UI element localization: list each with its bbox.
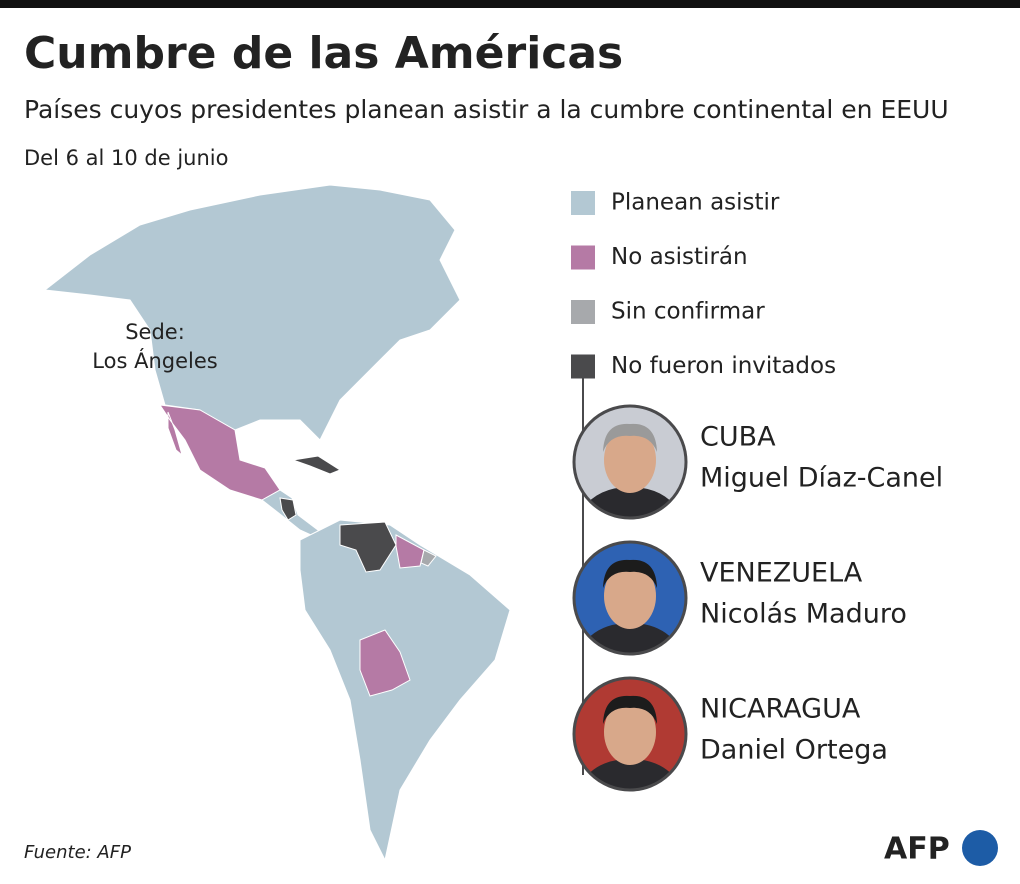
legend-label: No asistirán bbox=[611, 244, 748, 270]
leader-country: CUBA bbox=[700, 422, 776, 453]
map: Sede: Los Ángeles bbox=[43, 184, 511, 862]
leader-name: Miguel Díaz-Canel bbox=[700, 463, 943, 494]
south-america bbox=[299, 519, 511, 862]
subtitle: Países cuyos presidentes planean asistir… bbox=[24, 95, 949, 124]
leader-name: Nicolás Maduro bbox=[700, 599, 907, 630]
guyana-suriname bbox=[395, 534, 425, 569]
leader-name: Daniel Ortega bbox=[700, 735, 888, 766]
portrait-hair bbox=[603, 559, 657, 588]
logo-text: AFP bbox=[884, 832, 950, 867]
source: Fuente: AFP bbox=[24, 842, 131, 863]
legend-swatch bbox=[571, 354, 595, 379]
bolivia bbox=[359, 629, 411, 697]
legend-label: No fueron invitados bbox=[611, 353, 836, 379]
portrait-face bbox=[604, 427, 656, 493]
portrait bbox=[574, 542, 686, 654]
host-city: Los Ángeles bbox=[92, 348, 217, 373]
nicaragua bbox=[279, 497, 297, 521]
legend-swatch bbox=[571, 191, 595, 215]
legend-label: Planean asistir bbox=[611, 190, 780, 216]
portrait-border bbox=[572, 404, 688, 520]
leader-country: NICARAGUA bbox=[700, 694, 861, 725]
logo-circle bbox=[962, 830, 998, 866]
portrait bbox=[574, 406, 686, 518]
venezuela bbox=[339, 521, 397, 573]
portrait-face bbox=[604, 699, 656, 765]
date: Del 6 al 10 de junio bbox=[24, 146, 228, 170]
portrait-hair bbox=[603, 423, 657, 452]
cuba bbox=[292, 455, 342, 475]
legend: Planean asistir No asistirán Sin confirmar… bbox=[571, 190, 836, 379]
portrait bbox=[574, 678, 686, 790]
host-label: Sede: bbox=[125, 320, 185, 344]
leaders: CUBA Miguel Díaz-Canel VENEZUELA Nicolás Ma… bbox=[572, 404, 943, 792]
top-bar bbox=[0, 0, 1020, 8]
portrait-border bbox=[572, 540, 688, 656]
title: Cumbre de las Américas bbox=[24, 28, 623, 79]
portrait-border bbox=[572, 676, 688, 792]
portrait-face bbox=[604, 563, 656, 629]
legend-swatch bbox=[571, 245, 595, 270]
legend-swatch bbox=[571, 300, 595, 324]
leader-country: VENEZUELA bbox=[700, 558, 863, 589]
french-guiana bbox=[420, 549, 437, 567]
legend-label: Sin confirmar bbox=[611, 299, 765, 325]
north-america bbox=[43, 184, 461, 441]
portrait-hair bbox=[603, 695, 657, 724]
